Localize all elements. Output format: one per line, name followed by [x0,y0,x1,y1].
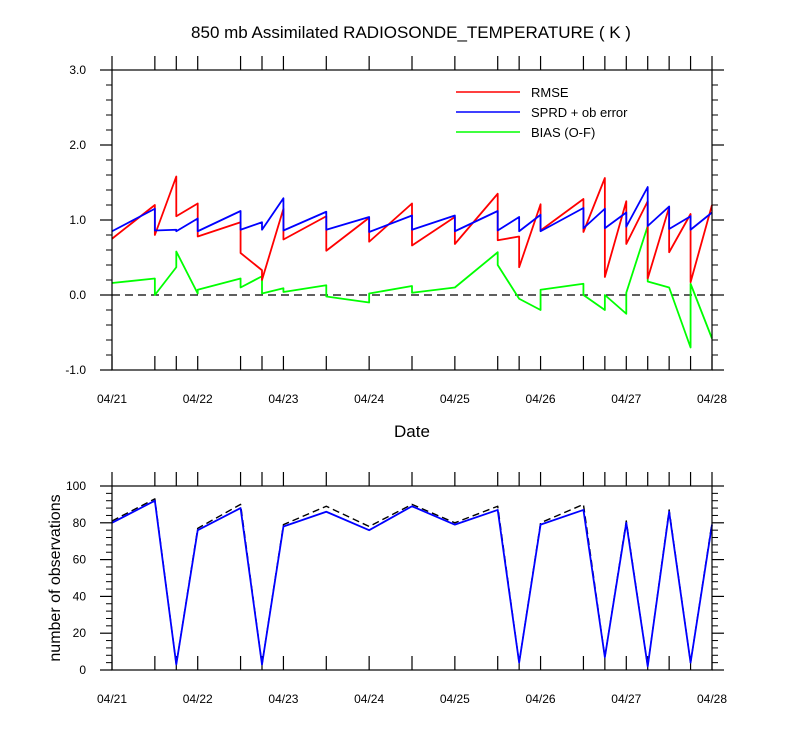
bottom-panel: 04/21 04/22 04/23 04/24 04/25 04/26 04/27 04/28… [66,472,727,706]
x-tick-label: 04/25 [440,692,470,706]
series-line-sprd-ob-error [111,186,713,233]
x-tick-label: 04/26 [526,692,556,706]
series-line-bias-o-f [111,225,713,349]
y-tick-label: 0 [79,663,86,677]
x-tick-label: 04/22 [183,692,213,706]
y-tick-label: 2.0 [69,138,86,152]
x-tick-label: 04/23 [268,392,298,406]
x-tick-label: 04/24 [354,392,384,406]
chart-title: 850 mb Assimilated RADIOSONDE_TEMPERATUR… [191,23,631,42]
legend-label-rmse: RMSE [531,85,569,100]
series-line-assimilated-observations [111,499,713,668]
y-axis-label-observations: number of observations [47,494,64,661]
x-tick-label: 04/28 [697,392,727,406]
y-tick-label: 0.0 [69,288,86,302]
y-tick-label: 40 [73,589,87,603]
x-tick-label: 04/26 [526,392,556,406]
top-panel: 04/21 04/22 04/23 04/24 04/25 04/26 04/27 04/28… [65,56,727,406]
x-axis-label: Date [394,422,430,441]
top-plot-frame [111,69,713,371]
series-line-possible-observations [111,498,713,668]
y-tick-label: 60 [73,553,87,567]
x-tick-label: 04/21 [97,392,127,406]
bottom-plot-frame [111,485,713,671]
x-tick-label: 04/27 [611,692,641,706]
legend-label-sprd: SPRD + ob error [531,105,628,120]
legend-label-bias: BIAS (O-F) [531,125,595,140]
x-tick-label: 04/28 [697,692,727,706]
x-tick-label: 04/22 [183,392,213,406]
x-tick-label: 04/27 [611,392,641,406]
x-tick-label: 04/24 [354,692,384,706]
y-tick-label: 3.0 [69,63,86,77]
y-tick-label: 100 [66,479,86,493]
y-tick-label: 80 [73,516,87,530]
x-tick-label: 04/25 [440,392,470,406]
y-tick-label: -1.0 [65,363,86,377]
x-tick-label: 04/21 [97,692,127,706]
y-tick-label: 20 [73,626,87,640]
legend: RMSE SPRD + ob error BIAS (O-F) [456,85,628,140]
y-tick-label: 1.0 [69,213,86,227]
x-tick-label: 04/23 [268,692,298,706]
